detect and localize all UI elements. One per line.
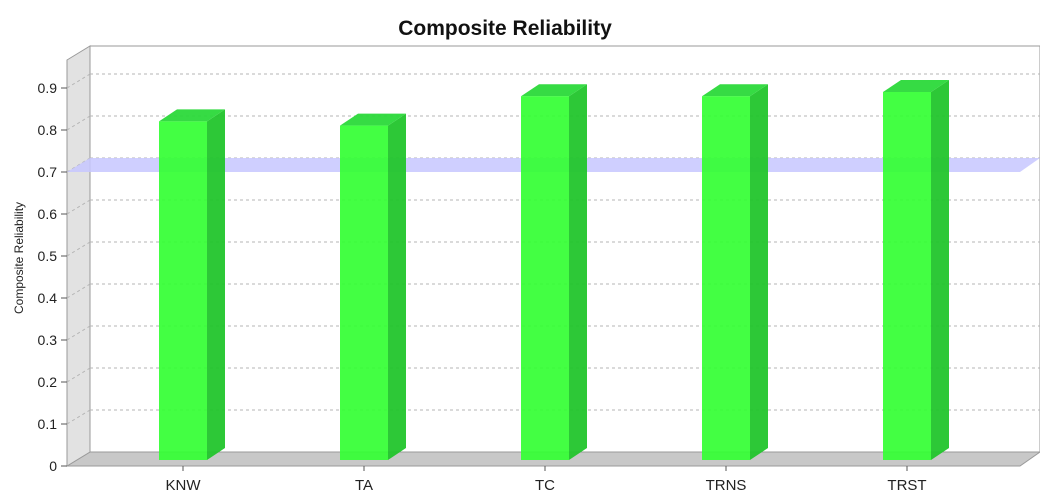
gridline-side <box>66 199 91 215</box>
x-category-label: TRNS <box>706 477 747 494</box>
x-category-label: TRST <box>887 477 926 494</box>
bar-front <box>159 121 207 461</box>
bar-trns <box>702 84 768 460</box>
gridline-side <box>66 283 91 299</box>
gridline-side <box>66 367 91 383</box>
bar-side <box>931 80 949 460</box>
y-tick-label: 0.2 <box>38 374 58 390</box>
x-axis-labels: KNW TA TC TRNS TRST <box>166 466 927 494</box>
bar-ta <box>340 113 406 460</box>
y-tick-label: 0.5 <box>38 248 58 264</box>
y-tick-label: 0.8 <box>38 122 58 138</box>
bar-front <box>521 96 569 460</box>
bar-top <box>340 113 406 126</box>
y-tick-label: 0 <box>49 458 57 474</box>
x-category-label: TA <box>355 477 373 494</box>
plot-left-wall <box>66 45 91 467</box>
gridline-side <box>66 409 91 425</box>
bar-side <box>207 109 225 461</box>
bars <box>159 80 949 461</box>
y-axis-ticks: 0 0.1 0.2 0.3 0.4 0.5 0.6 0.7 0.8 0.9 <box>38 80 58 474</box>
bar-front <box>883 92 931 460</box>
gridline-side <box>66 241 91 257</box>
bar-trst <box>883 80 949 460</box>
x-category-label: KNW <box>166 477 202 494</box>
bar-top <box>702 84 768 97</box>
gridline-side <box>66 115 91 131</box>
bar-front <box>340 125 388 460</box>
bar-side <box>388 113 406 460</box>
bar-knw <box>159 109 225 461</box>
y-tick-label: 0.7 <box>38 164 58 180</box>
bar-top <box>521 84 587 97</box>
bar-side <box>750 84 768 460</box>
y-tick-label: 0.4 <box>38 290 58 306</box>
bar-side <box>569 84 587 460</box>
bar-top <box>883 80 949 92</box>
gridline-side <box>66 325 91 341</box>
chart-title: Composite Reliability <box>398 17 612 40</box>
gridline-side <box>66 73 91 89</box>
x-category-label: TC <box>535 477 555 494</box>
y-tick-label: 0.6 <box>38 206 58 222</box>
bar-front <box>702 96 750 460</box>
y-tick-label: 0.1 <box>38 416 58 432</box>
y-tick-label: 0.9 <box>38 80 58 96</box>
bar-top <box>159 109 225 122</box>
y-tick-label: 0.3 <box>38 332 58 348</box>
y-axis-title: Composite Reliability <box>12 202 26 314</box>
bar-tc <box>521 84 587 460</box>
